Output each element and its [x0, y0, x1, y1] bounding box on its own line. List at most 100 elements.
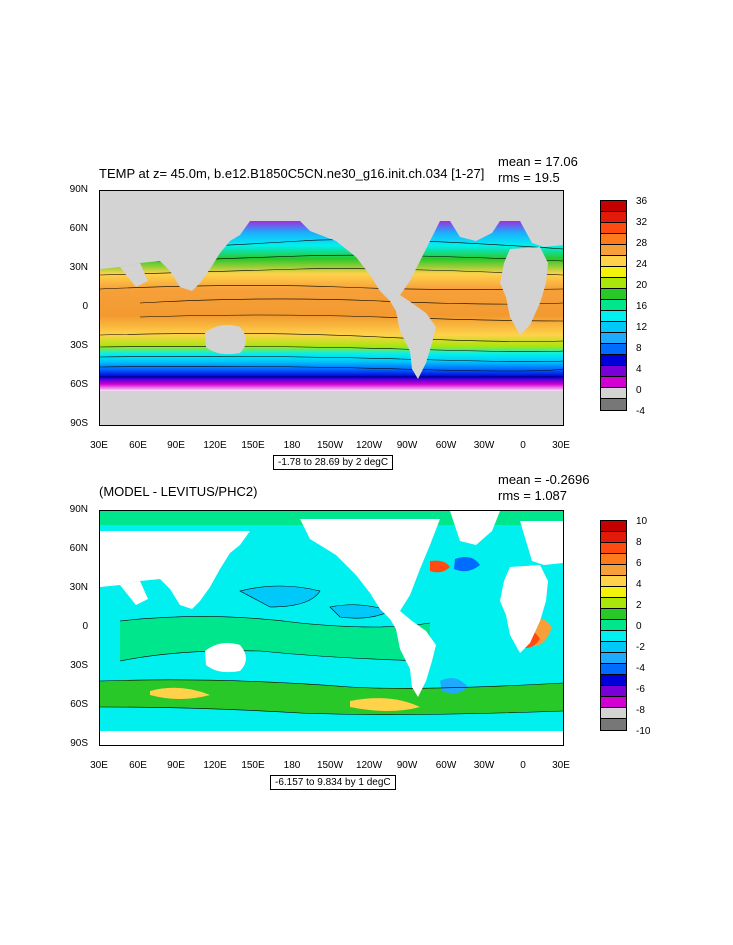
panel-title: TEMP at z= 45.0m, b.e12.B1850C5CN.ne30_g… [99, 166, 485, 181]
colorbar-swatch [601, 377, 626, 388]
colorbar-label: 16 [636, 301, 648, 312]
colorbar-swatch [601, 554, 626, 565]
land-masses [100, 191, 563, 425]
colorbar-difference [600, 520, 627, 731]
lat-label-30n: 30N [69, 262, 88, 273]
contour-range-info: -6.157 to 9.834 by 1 degC [270, 775, 396, 790]
lon-label-0: 0 [520, 440, 526, 451]
colorbar-label: 20 [636, 280, 648, 291]
colorbar-swatch [601, 267, 626, 278]
colorbar-swatch [601, 256, 626, 267]
colorbar-swatch [601, 201, 626, 212]
lon-label-30w: 30W [473, 440, 495, 451]
colorbar-label: 28 [636, 238, 648, 249]
colorbar-swatch [601, 388, 626, 399]
lon-label-120e: 120E [203, 760, 227, 771]
lon-label-150e: 150E [241, 440, 265, 451]
colorbar-swatch [601, 642, 626, 653]
colorbar-swatch [601, 609, 626, 620]
colorbar-swatch [601, 366, 626, 377]
lat-label-0: 0 [82, 621, 88, 632]
colorbar-swatch [601, 543, 626, 554]
contour-range-info: -1.78 to 28.69 by 2 degC [273, 455, 394, 470]
colorbar-swatch [601, 278, 626, 289]
colorbar-swatch [601, 223, 626, 234]
colorbar-swatch [601, 521, 626, 532]
colorbar-label: 4 [636, 364, 642, 375]
lon-label-90e: 90E [167, 440, 185, 451]
rms-value: rms = 19.5 [498, 170, 560, 185]
difference-map [99, 510, 564, 746]
rms-value: rms = 1.087 [498, 488, 568, 503]
colorbar-label: 8 [636, 537, 642, 548]
colorbar-swatch [601, 300, 626, 311]
lon-label-30e-end: 30E [552, 440, 570, 451]
colorbar-label: 32 [636, 217, 648, 228]
colorbar-swatch [601, 620, 626, 631]
colorbar-label: -6 [636, 684, 645, 695]
colorbar-swatch [601, 289, 626, 300]
lat-label-60s: 60S [70, 379, 88, 390]
colorbar-temperature [600, 200, 627, 411]
lat-label-60n: 60N [69, 543, 88, 554]
colorbar-swatch [601, 708, 626, 719]
lon-label-0: 0 [520, 760, 526, 771]
mean-value: mean = -0.2696 [498, 472, 590, 487]
colorbar-label: 4 [636, 579, 642, 590]
mean-value: mean = 17.06 [498, 154, 578, 169]
colorbar-swatch [601, 399, 626, 410]
lon-label-90e: 90E [167, 760, 185, 771]
panel-difference: (MODEL - LEVITUS/PHC2) mean = -0.2696 rm… [0, 472, 733, 792]
colorbar-swatch [601, 344, 626, 355]
colorbar-label: -4 [636, 406, 645, 417]
temperature-map-svg [100, 191, 563, 425]
lon-label-30e: 30E [90, 760, 108, 771]
lat-label-30s: 30S [70, 660, 88, 671]
colorbar-swatch [601, 576, 626, 587]
colorbar-swatch [601, 719, 626, 730]
lon-label-150e: 150E [241, 760, 265, 771]
colorbar-swatch [601, 587, 626, 598]
lat-label-90n: 90N [69, 184, 88, 195]
lat-label-90s: 90S [70, 418, 88, 429]
lon-label-150w: 150W [316, 760, 344, 771]
colorbar-label: 24 [636, 259, 648, 270]
colorbar-swatch [601, 322, 626, 333]
colorbar-label: -10 [636, 726, 651, 737]
colorbar-label: 10 [636, 516, 648, 527]
temperature-map [99, 190, 564, 426]
colorbar-label: -4 [636, 663, 645, 674]
lon-label-30e-end: 30E [552, 760, 570, 771]
lon-label-30e: 30E [90, 440, 108, 451]
difference-map-svg [100, 511, 563, 745]
colorbar-label: 8 [636, 343, 642, 354]
colorbar-swatch [601, 245, 626, 256]
colorbar-label: 6 [636, 558, 642, 569]
colorbar-swatch [601, 532, 626, 543]
panel-title: (MODEL - LEVITUS/PHC2) [99, 484, 258, 499]
lon-label-120w: 120W [355, 440, 383, 451]
colorbar-swatch [601, 212, 626, 223]
lon-label-60w: 60W [435, 760, 457, 771]
colorbar-label: 36 [636, 196, 648, 207]
colorbar-swatch [601, 697, 626, 708]
colorbar-swatch [601, 333, 626, 344]
lon-label-60e: 60E [129, 440, 147, 451]
colorbar-label: 0 [636, 385, 642, 396]
lat-label-60n: 60N [69, 223, 88, 234]
colorbar-swatch [601, 311, 626, 322]
colorbar-swatch [601, 653, 626, 664]
lon-label-60w: 60W [435, 440, 457, 451]
colorbar-label: 0 [636, 621, 642, 632]
colorbar-swatch [601, 664, 626, 675]
colorbar-label: 2 [636, 600, 642, 611]
lon-label-180: 180 [283, 760, 301, 771]
lat-label-60s: 60S [70, 699, 88, 710]
colorbar-swatch [601, 598, 626, 609]
colorbar-swatch [601, 355, 626, 366]
colorbar-label: 12 [636, 322, 648, 333]
lon-label-30w: 30W [473, 760, 495, 771]
lon-label-180: 180 [283, 440, 301, 451]
lat-label-90n: 90N [69, 504, 88, 515]
colorbar-swatch [601, 631, 626, 642]
